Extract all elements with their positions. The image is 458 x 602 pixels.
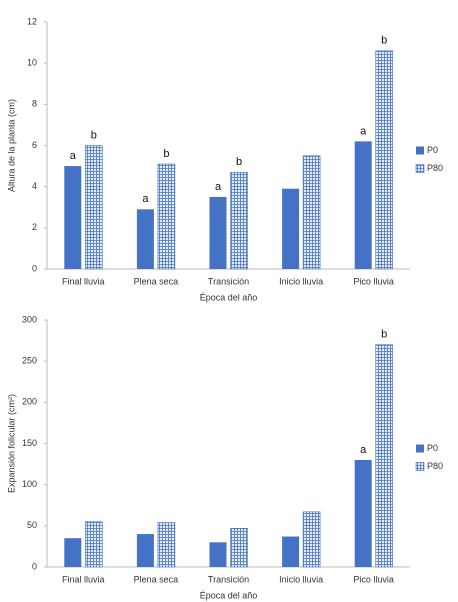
legend-label: P0 (427, 145, 438, 155)
x-tick-label: Pico lluvia (353, 574, 394, 584)
y-tick-label: 4 (32, 181, 37, 191)
significance-letter: b (236, 156, 242, 168)
bar (354, 141, 372, 269)
bar (375, 344, 394, 568)
significance-letter: a (360, 125, 367, 137)
x-tick-label: Inicio lluvia (279, 574, 323, 584)
legend-swatch (415, 462, 425, 471)
bar (282, 188, 300, 269)
x-axis-title: Época del año (200, 590, 258, 600)
bar (85, 145, 103, 270)
x-tick-label: Transición (208, 276, 249, 286)
significance-letter: b (381, 329, 387, 341)
bar (209, 196, 227, 269)
significance-letter: a (70, 150, 77, 162)
legend-swatch (416, 146, 424, 155)
bar (85, 521, 103, 568)
x-tick-label: Plena seca (134, 276, 179, 286)
x-tick-label: Final lluvia (62, 574, 105, 584)
significance-letter: a (215, 181, 222, 193)
bar (209, 542, 227, 567)
significance-letter: b (381, 35, 387, 47)
bar (230, 171, 248, 270)
legend-label: P80 (427, 163, 443, 173)
bar (157, 163, 176, 270)
bar (354, 459, 372, 567)
x-tick-label: Pico lluvia (353, 276, 394, 286)
y-tick-label: 300 (22, 314, 37, 324)
y-tick-label: 50 (27, 520, 37, 530)
legend-label: P80 (427, 461, 443, 471)
bar (302, 155, 321, 270)
significance-letter: b (163, 148, 169, 160)
y-axis-title: Altura de la planta (cm) (6, 99, 16, 192)
significance-letter: a (142, 193, 149, 205)
y-tick-label: 12 (27, 16, 37, 26)
y-tick-label: 200 (22, 397, 37, 407)
x-tick-label: Final lluvia (62, 276, 105, 286)
y-tick-label: 150 (22, 438, 37, 448)
y-tick-label: 250 (22, 356, 37, 366)
bar (64, 538, 82, 567)
legend-swatch (416, 444, 424, 453)
x-axis-title: Época del año (200, 292, 258, 302)
bar (157, 522, 176, 568)
y-tick-label: 2 (32, 222, 37, 232)
significance-letter: b (91, 129, 97, 141)
y-axis-title: Expansión folicular (cm²) (6, 394, 16, 493)
bar (64, 166, 82, 269)
y-tick-label: 0 (32, 263, 37, 273)
y-tick-label: 0 (32, 561, 37, 571)
bar (302, 511, 321, 568)
y-tick-label: 100 (22, 479, 37, 489)
bar (230, 528, 248, 568)
x-tick-label: Plena seca (134, 574, 179, 584)
bar (136, 534, 154, 567)
significance-letter: a (360, 444, 367, 456)
legend-swatch (415, 164, 425, 173)
y-tick-label: 10 (27, 58, 37, 68)
legend-label: P0 (427, 443, 438, 453)
x-tick-label: Inicio lluvia (279, 276, 323, 286)
bar (282, 536, 300, 567)
y-tick-label: 6 (32, 140, 37, 150)
y-tick-label: 8 (32, 99, 37, 109)
bar (136, 209, 154, 269)
bar (375, 50, 394, 270)
x-tick-label: Transición (208, 574, 249, 584)
